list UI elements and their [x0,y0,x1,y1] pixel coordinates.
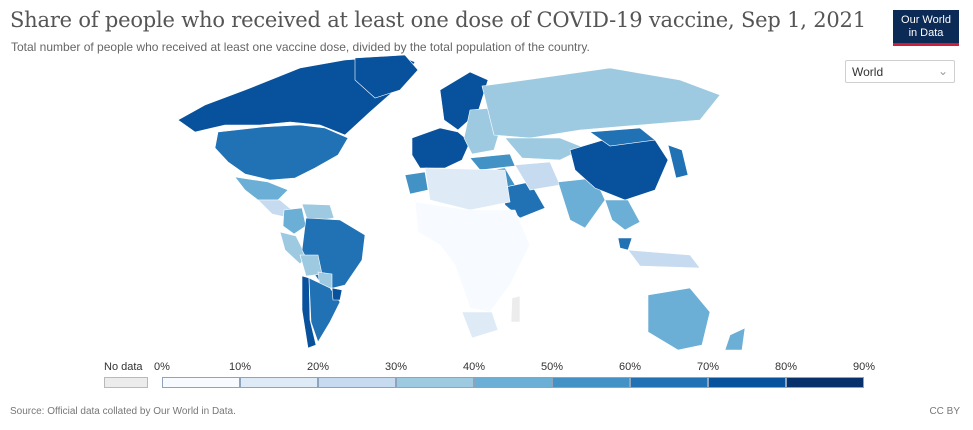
legend-tick-label: 20% [306,361,330,373]
region-mexico[interactable]: Mexico [234,176,289,201]
region-sub-saharan-africa[interactable]: Sub-Saharan Africa [414,201,531,313]
world-map[interactable]: CanadaUnited StatesGreenlandMexicoCentra… [0,50,973,350]
legend-tick-label: 0% [154,361,170,373]
legend-bin[interactable] [240,377,318,388]
region-venezuela[interactable]: Venezuela [301,203,335,223]
region-select[interactable]: World ⌄ [845,60,955,83]
legend-bin[interactable] [552,377,630,388]
legend-bin[interactable] [162,377,240,388]
legend-tick-label: 70% [696,361,720,373]
region-morocco[interactable]: Morocco [404,171,429,195]
legend-tick-label: 80% [774,361,798,373]
color-legend: No data 0% 10% 20% 30% 40% 50% 60% 70% 80% 90% [0,355,973,395]
legend-tick-label: 30% [384,361,408,373]
region-madagascar[interactable]: Madagascar [510,295,521,323]
legend-bin[interactable] [474,377,552,388]
region-turkey[interactable]: Turkey [469,153,516,171]
legend-tick-label: 90% [852,361,876,373]
source-note: Source: Official data collated by Our Wo… [10,406,236,417]
legend-bin[interactable] [630,377,708,388]
license-label[interactable]: CC BY [929,406,960,417]
region-mongolia[interactable]: Mongolia [589,127,656,147]
region-select-value: World [852,65,884,79]
legend-bin[interactable] [786,377,864,388]
region-indonesia[interactable]: Indonesia [627,249,701,269]
legend-bin[interactable] [708,377,786,388]
chevron-down-icon: ⌄ [937,64,948,78]
region-colombia[interactable]: Colombia [282,207,307,235]
legend-tick-label: 40% [462,361,486,373]
region-north-africa[interactable]: North Africa [424,167,511,211]
legend-bin[interactable] [318,377,396,388]
region-japan[interactable]: Japan [667,144,689,179]
region-uruguay[interactable]: Uruguay [331,287,343,301]
legend-tick-label: 10% [228,361,252,373]
legend-tick-label: 50% [540,361,564,373]
region-united-states[interactable]: United States [214,124,349,181]
region-russia[interactable]: Russia [481,67,721,139]
region-southeast-asia[interactable]: Southeast Asia [604,199,641,231]
logo-line-2: in Data [908,27,944,39]
legend-tick-label: 60% [618,361,642,373]
legend-bin[interactable] [396,377,474,388]
no-data-swatch[interactable] [104,377,148,388]
chart-title: Share of people who received at least on… [10,8,866,32]
region-malaysia[interactable]: Malaysia [617,237,633,251]
owid-logo[interactable]: Our World in Data [893,10,959,46]
no-data-label: No data [104,361,143,373]
chart-subtitle: Total number of people who received at l… [11,40,590,54]
region-greenland[interactable]: Greenland [354,54,419,99]
region-new-zealand[interactable]: New Zealand [724,327,746,350]
region-western-europe[interactable]: Western Europe [411,127,471,169]
logo-line-1: Our World [901,14,951,26]
region-south-africa[interactable]: South Africa [461,311,499,339]
region-australia[interactable]: Australia [647,287,711,350]
